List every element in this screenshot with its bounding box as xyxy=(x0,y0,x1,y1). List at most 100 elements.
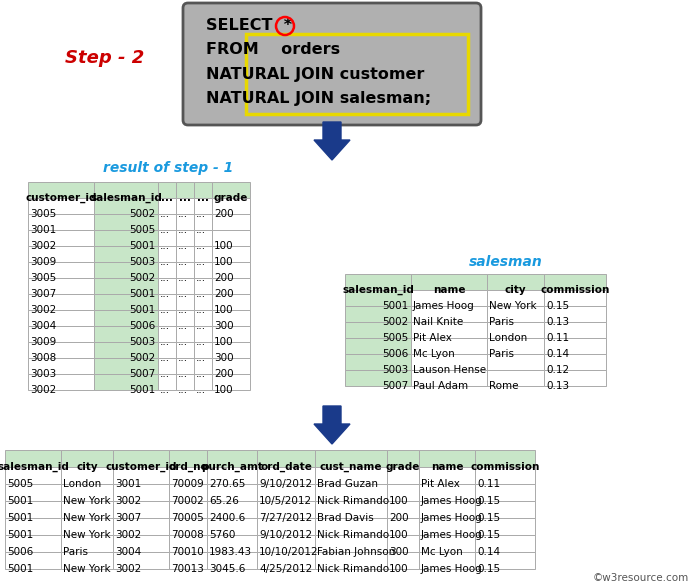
Bar xyxy=(207,552,257,569)
Bar xyxy=(475,552,535,569)
Bar xyxy=(212,198,250,214)
Bar xyxy=(28,214,94,230)
Text: name: name xyxy=(433,285,465,295)
Bar xyxy=(411,274,487,290)
Bar xyxy=(176,342,194,358)
Bar xyxy=(212,374,250,390)
Text: ...: ... xyxy=(196,353,206,363)
Bar xyxy=(169,484,207,501)
Text: 100: 100 xyxy=(389,564,409,574)
Bar xyxy=(169,501,207,518)
Bar xyxy=(207,484,257,501)
Text: 100: 100 xyxy=(214,385,234,395)
Text: ...: ... xyxy=(178,289,188,299)
Bar xyxy=(194,230,212,246)
FancyBboxPatch shape xyxy=(183,3,481,125)
Bar xyxy=(212,310,250,326)
Text: Pit Alex: Pit Alex xyxy=(421,479,460,489)
Text: 0.15: 0.15 xyxy=(477,513,500,523)
Bar xyxy=(411,354,487,370)
Text: FROM    orders: FROM orders xyxy=(206,43,340,57)
Text: ...: ... xyxy=(196,257,206,267)
Bar xyxy=(212,358,250,374)
Bar xyxy=(387,535,419,552)
Text: 5001: 5001 xyxy=(129,289,155,299)
Text: ord_date: ord_date xyxy=(260,462,312,472)
Bar xyxy=(28,262,94,278)
Bar xyxy=(28,342,94,358)
Text: ...: ... xyxy=(178,369,188,379)
Text: 3009: 3009 xyxy=(30,257,56,267)
Text: customer_id: customer_id xyxy=(25,193,97,203)
Bar xyxy=(176,214,194,230)
Text: 3004: 3004 xyxy=(115,547,141,557)
Bar xyxy=(158,342,176,358)
Text: Paul Adam: Paul Adam xyxy=(413,381,468,391)
Text: 2400.6: 2400.6 xyxy=(209,513,245,523)
Text: 5001: 5001 xyxy=(7,530,33,540)
Text: ...: ... xyxy=(160,289,170,299)
Bar xyxy=(207,501,257,518)
Bar xyxy=(487,290,544,306)
Bar xyxy=(28,326,94,342)
Bar xyxy=(212,262,250,278)
Text: 5002: 5002 xyxy=(381,317,408,327)
Text: ...: ... xyxy=(161,193,173,203)
Bar xyxy=(345,306,411,322)
Bar xyxy=(176,294,194,310)
Text: Paris: Paris xyxy=(489,349,514,359)
Text: 3045.6: 3045.6 xyxy=(209,564,246,574)
Text: Pit Alex: Pit Alex xyxy=(413,333,452,343)
Text: London: London xyxy=(489,333,528,343)
Bar xyxy=(28,358,94,374)
Text: 0.11: 0.11 xyxy=(477,479,500,489)
Bar xyxy=(61,450,113,467)
Text: 5003: 5003 xyxy=(129,257,155,267)
Text: 4/25/2012: 4/25/2012 xyxy=(259,564,313,574)
Bar xyxy=(387,467,419,484)
Bar xyxy=(158,294,176,310)
Bar xyxy=(544,370,606,386)
Text: 300: 300 xyxy=(214,353,234,363)
Text: 5002: 5002 xyxy=(129,209,155,219)
Bar xyxy=(544,322,606,338)
Text: ...: ... xyxy=(196,385,206,395)
Bar xyxy=(315,518,387,535)
Bar xyxy=(475,467,535,484)
Bar xyxy=(158,214,176,230)
Bar xyxy=(387,501,419,518)
Bar xyxy=(194,326,212,342)
Text: 9/10/2012: 9/10/2012 xyxy=(259,530,312,540)
Bar xyxy=(94,262,158,278)
Text: 5005: 5005 xyxy=(7,479,33,489)
Bar xyxy=(257,535,315,552)
Bar xyxy=(544,290,606,306)
Text: Mc Lyon: Mc Lyon xyxy=(421,547,463,557)
Text: ...: ... xyxy=(196,321,206,331)
Bar xyxy=(94,278,158,294)
Text: 10/5/2012: 10/5/2012 xyxy=(259,496,312,506)
Bar xyxy=(315,484,387,501)
Bar xyxy=(419,552,475,569)
Bar xyxy=(28,310,94,326)
Text: 200: 200 xyxy=(214,209,234,219)
Text: 5001: 5001 xyxy=(129,385,155,395)
Text: SELECT  *: SELECT * xyxy=(206,19,292,33)
Text: Fabian Johnson: Fabian Johnson xyxy=(317,547,395,557)
Bar xyxy=(194,198,212,214)
Text: name: name xyxy=(431,462,464,472)
Text: 70009: 70009 xyxy=(171,479,204,489)
Bar xyxy=(411,322,487,338)
Text: 5006: 5006 xyxy=(7,547,33,557)
Bar xyxy=(176,262,194,278)
Bar xyxy=(61,518,113,535)
Text: Nick Rimando: Nick Rimando xyxy=(317,530,389,540)
Bar xyxy=(387,518,419,535)
Text: ...: ... xyxy=(178,353,188,363)
Bar xyxy=(61,552,113,569)
Bar xyxy=(158,182,176,198)
Text: Mc Lyon: Mc Lyon xyxy=(413,349,454,359)
Bar xyxy=(169,552,207,569)
Bar xyxy=(176,358,194,374)
Text: ©w3resource.com: ©w3resource.com xyxy=(593,573,689,583)
